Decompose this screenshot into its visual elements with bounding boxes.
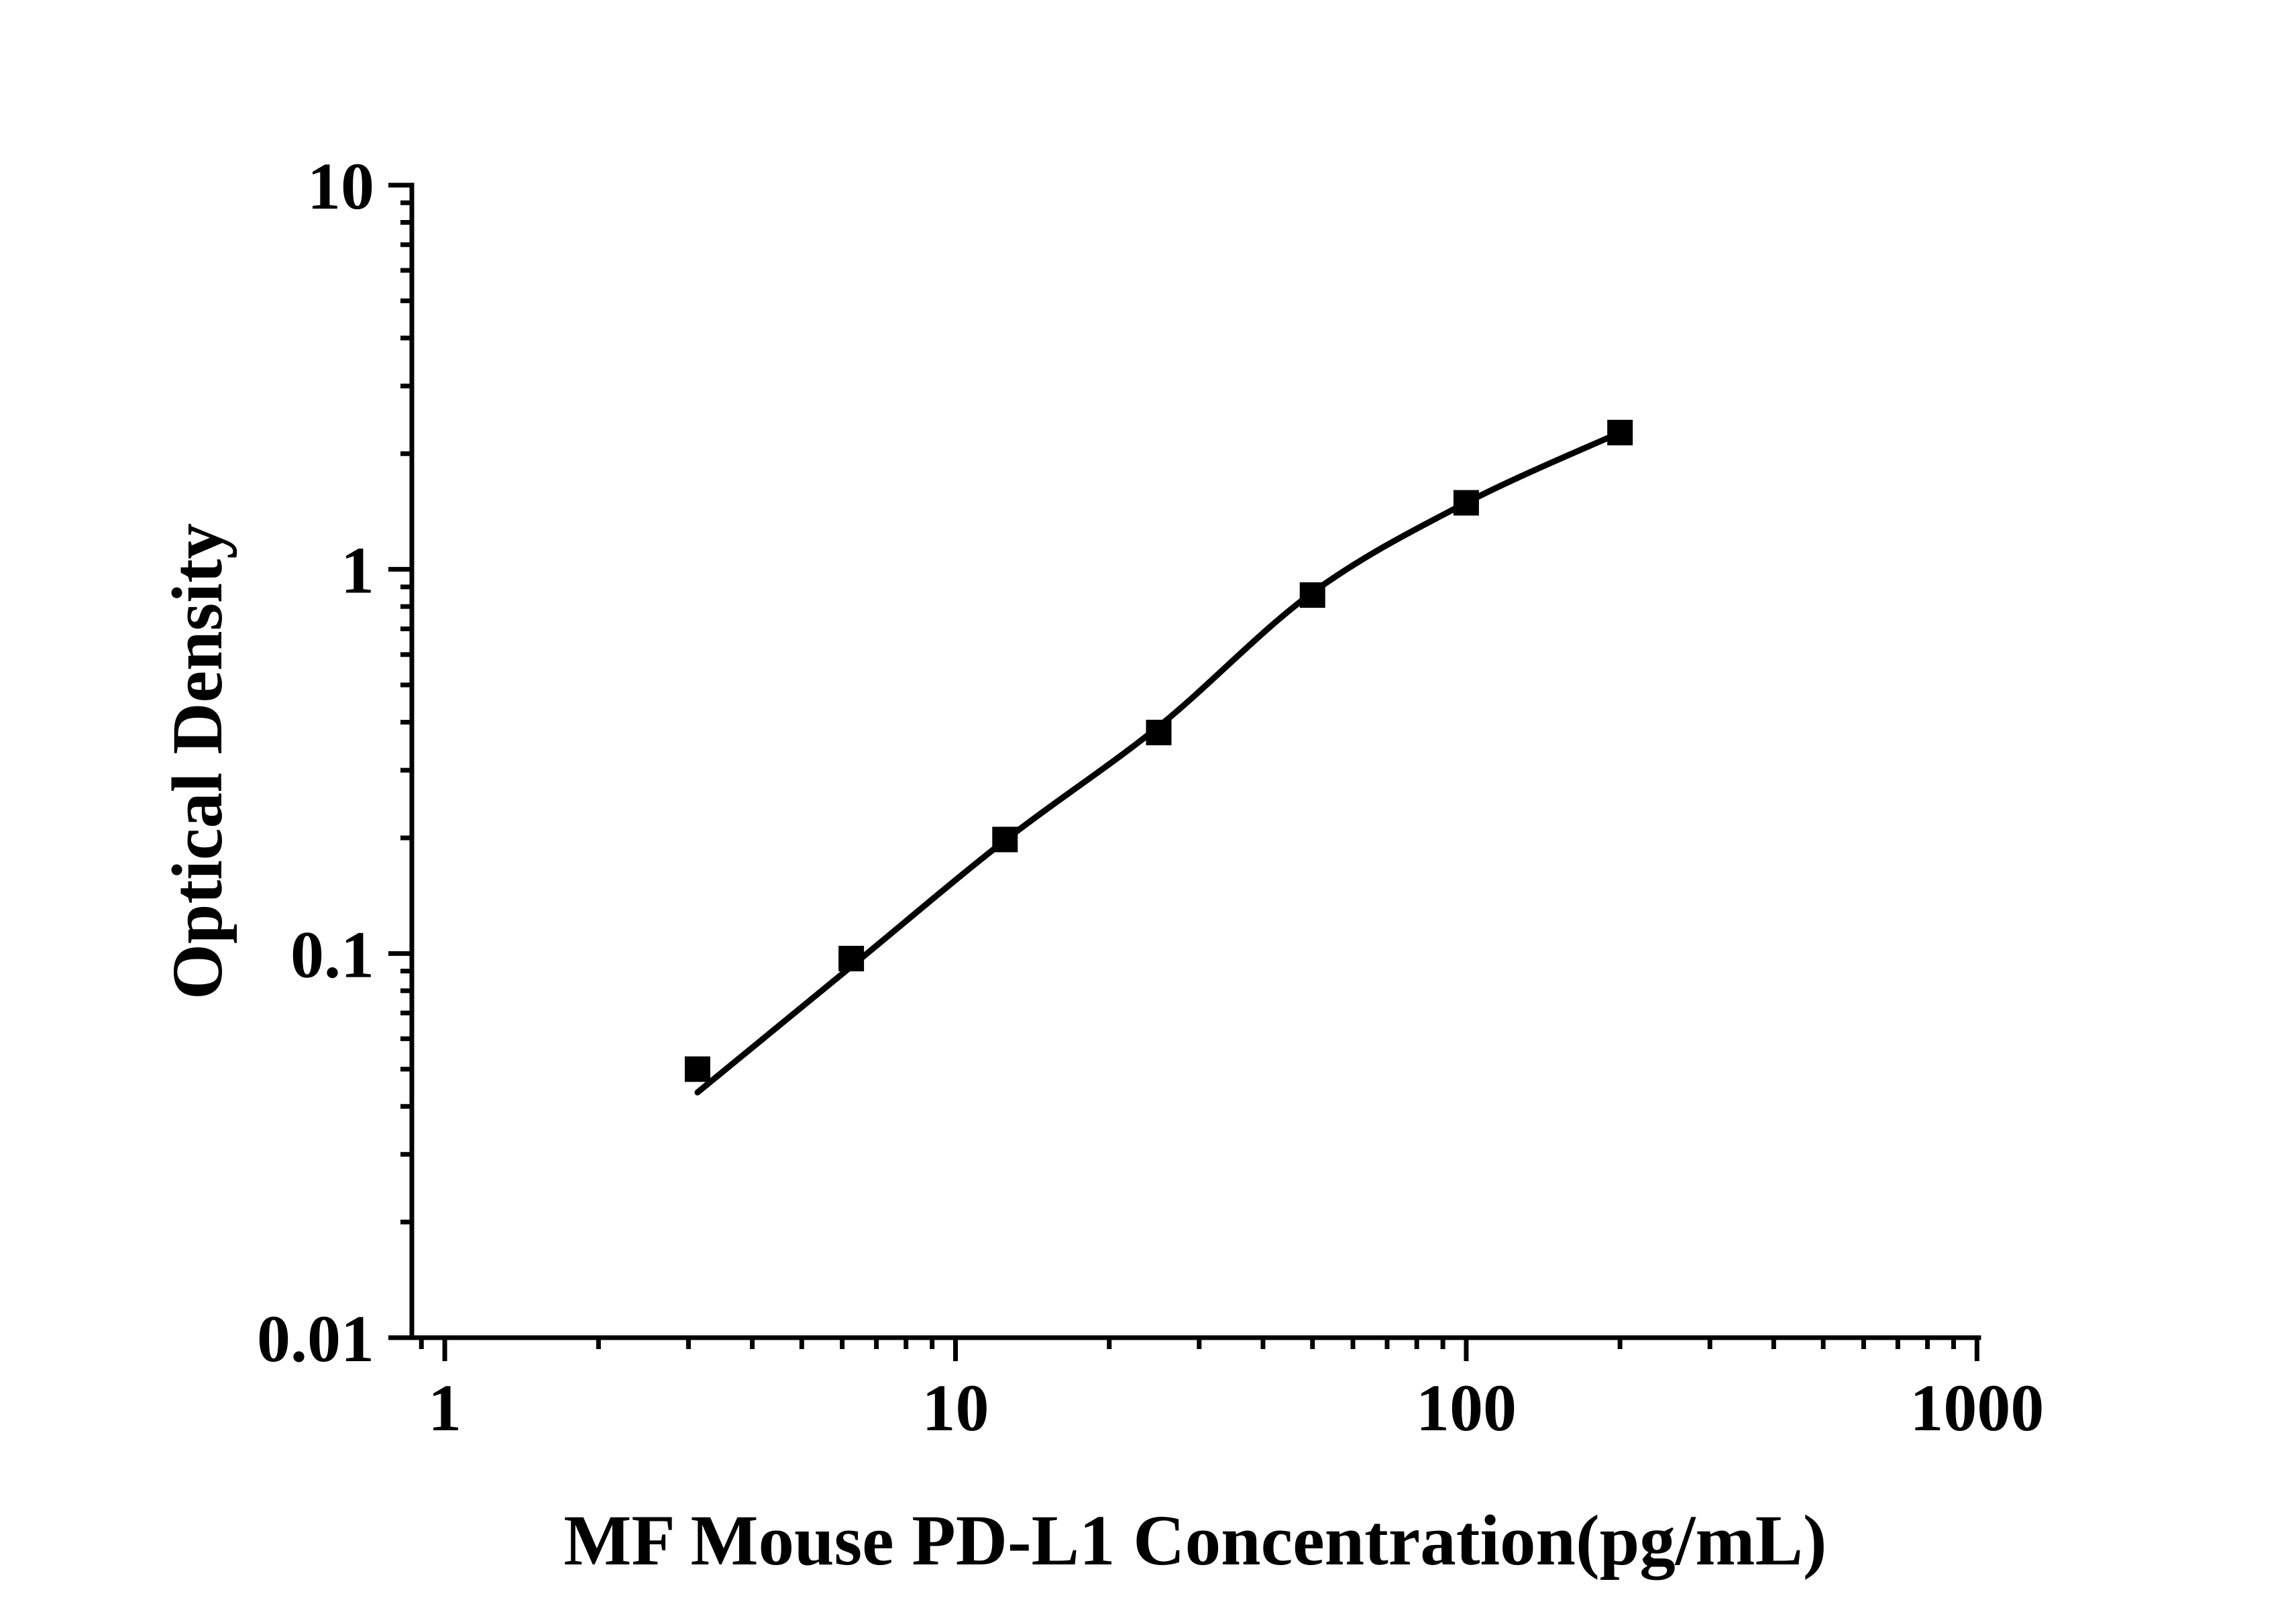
x-tick-label: 1000 xyxy=(1910,1371,2044,1445)
y-tick-label: 0.1 xyxy=(290,917,374,992)
x-axis-title: MF Mouse PD-L1 Concentration(pg/mL) xyxy=(563,1501,1826,1581)
data-point-marker xyxy=(1146,719,1172,745)
x-tick-label: 10 xyxy=(922,1371,989,1445)
axis-spine xyxy=(409,182,1981,1340)
y-tick-label: 0.01 xyxy=(257,1301,374,1376)
fit-curve-line xyxy=(694,429,1623,1095)
y-tick-label: 10 xyxy=(307,149,374,223)
y-axis-title: Optical Density xyxy=(158,523,237,1000)
data-point-marker xyxy=(1453,490,1479,516)
data-point-marker xyxy=(1607,419,1633,445)
data-point-marker xyxy=(838,945,865,971)
x-tick-label: 1 xyxy=(428,1371,461,1445)
data-point-marker xyxy=(1299,582,1325,608)
data-point-marker xyxy=(992,826,1018,853)
x-tick-label: 100 xyxy=(1416,1371,1517,1445)
y-tick-label: 1 xyxy=(341,533,374,608)
data-point-marker xyxy=(684,1056,710,1082)
